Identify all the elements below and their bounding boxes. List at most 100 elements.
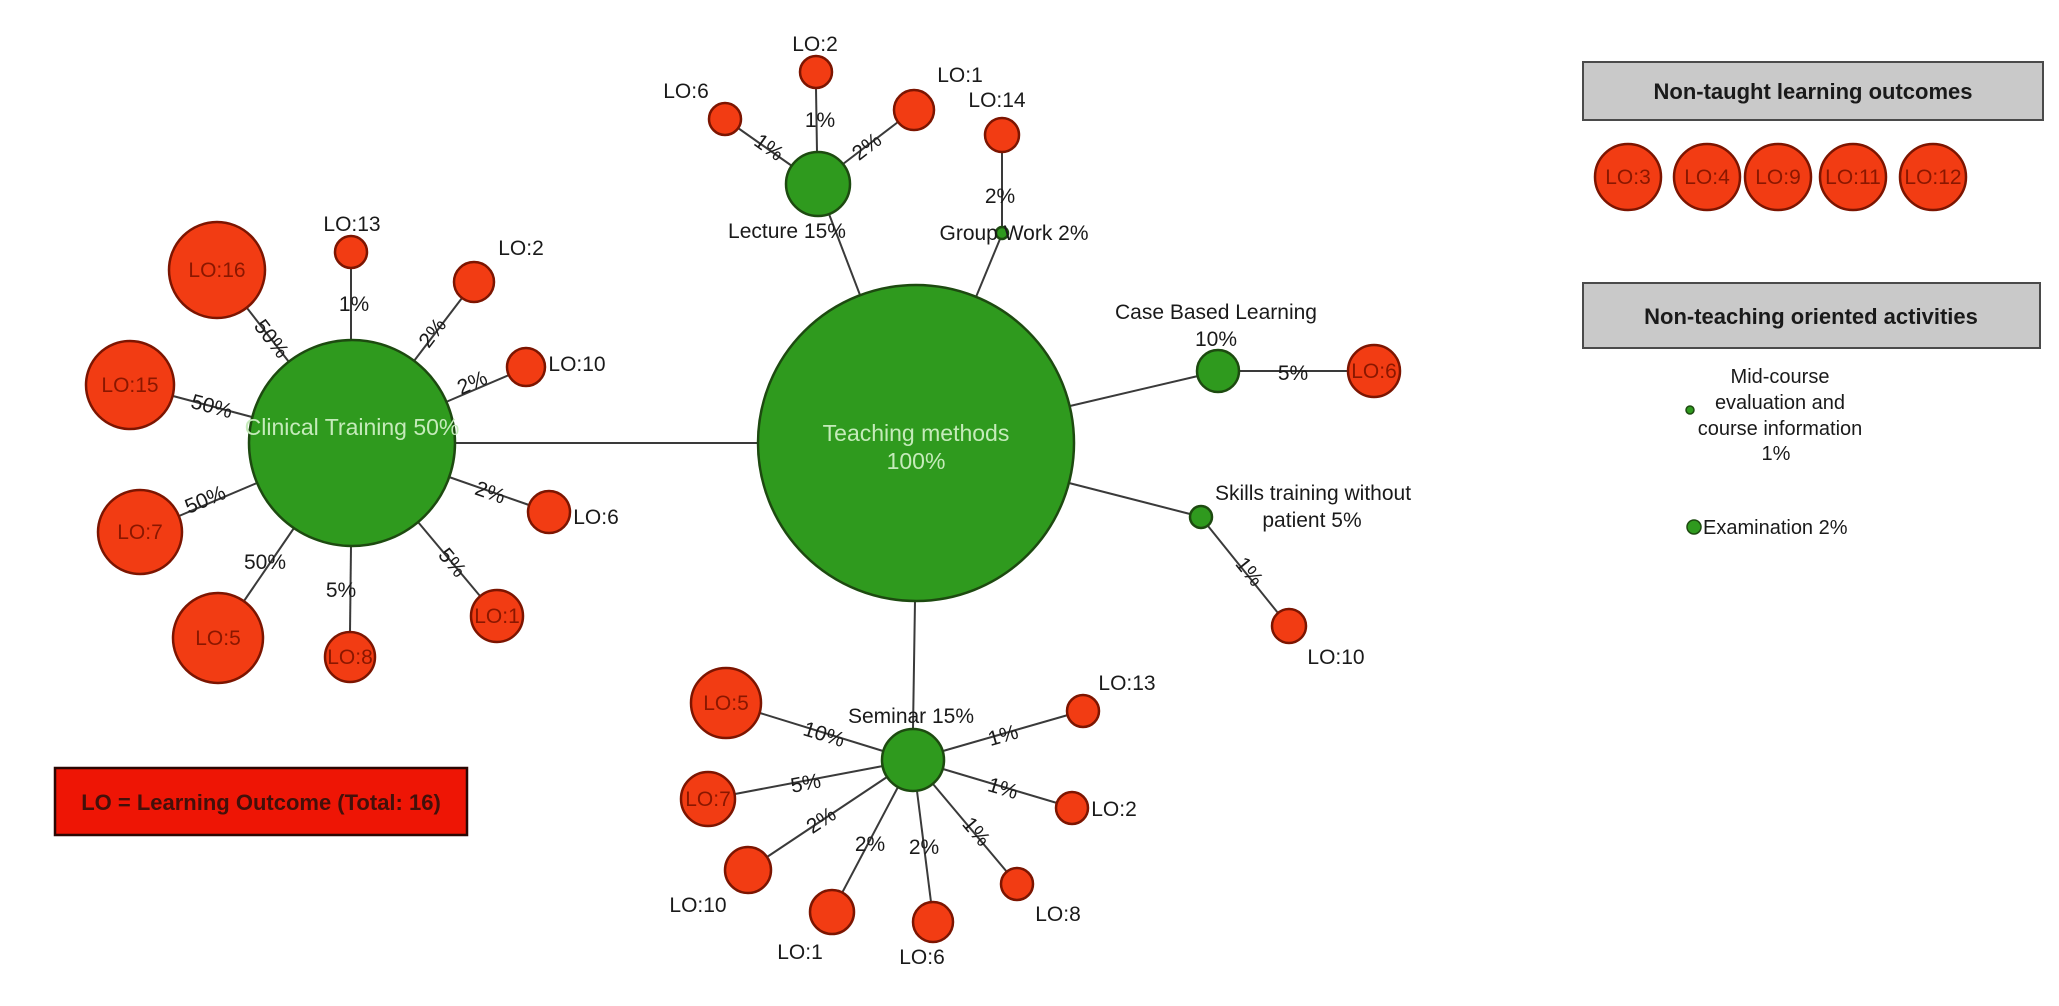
- node-teaching-methods: [756, 283, 1076, 603]
- node-label-group-work: Group Work 2%: [940, 222, 1089, 245]
- edge-seminar-lo8: [932, 783, 1008, 873]
- node-ct-lo8: [323, 630, 377, 684]
- edge-seminar-lo5: [759, 712, 884, 752]
- node-label-skills-training: Skills training without: [1215, 482, 1411, 505]
- node-ct-lo16: [167, 220, 267, 320]
- edge-label-clinical-lo1: 5%: [433, 544, 470, 582]
- edge-clinical-lo2: [413, 297, 463, 362]
- edge-label-clinical-lo13: 1%: [339, 293, 369, 316]
- note-legend: LO = Learning Outcome (Total: 16): [53, 766, 469, 837]
- node-seminar: [880, 727, 946, 793]
- node-label-ct-lo10: LO:10: [548, 353, 605, 376]
- node-lec-lo2: [798, 54, 834, 90]
- midcourse-line-3: course information: [1698, 418, 1863, 440]
- edge-seminar-lo6: [916, 790, 932, 903]
- midcourse-line-1: Mid-course: [1731, 366, 1830, 388]
- non-taught-header-title: Non-taught learning outcomes: [1654, 79, 1973, 104]
- node-label-case-based-learning-1: 10%: [1195, 328, 1237, 351]
- edge-clinical-lo10: [445, 374, 510, 403]
- node-label-lecture: Lecture 15%: [728, 220, 846, 243]
- edge-label-groupwork-lo14: 2%: [985, 185, 1015, 208]
- note-box: [53, 766, 469, 837]
- legend-outcome-lo3: [1593, 142, 1663, 212]
- node-ct-lo6: [526, 489, 572, 535]
- node-ct-lo7: [96, 488, 184, 576]
- node-lec-lo6: [707, 101, 743, 137]
- edge-label-clinical-lo8: 5%: [326, 579, 356, 602]
- examination-dot-icon: [1686, 519, 1702, 535]
- node-label-clinical-training: Clinical Training 50%: [245, 414, 460, 440]
- node-label-lec-lo2: LO:2: [792, 33, 838, 56]
- edge-lecture-lo1: [842, 121, 899, 165]
- edge-label-seminar-lo6: 2%: [909, 836, 939, 859]
- edge-clinical-lo7: [178, 482, 258, 517]
- edge-label-seminar-lo13: 1%: [985, 720, 1021, 751]
- note-text: LO = Learning Outcome (Total: 16): [81, 790, 441, 815]
- node-label-ct-lo15: LO:15: [101, 374, 158, 397]
- node-clinical-training: [247, 338, 457, 548]
- midcourse-dot-icon: [1685, 405, 1695, 415]
- non-taught-header-box: [1582, 61, 2044, 121]
- edge-seminar-lo2: [942, 768, 1058, 804]
- midcourse-percent: 1%: [1762, 443, 1791, 465]
- node-label-skills-training-1: patient 5%: [1262, 509, 1361, 532]
- node-label-ct-lo2: LO:2: [498, 237, 544, 260]
- node-label-lec-lo1: LO:1: [937, 64, 983, 87]
- legend-outcome-label-lo3: LO:3: [1605, 166, 1651, 189]
- edge-teaching-skills: [1068, 482, 1191, 515]
- edge-label-seminar-lo2: 1%: [985, 773, 1021, 804]
- legend-outcome-label-lo11: LO:11: [1825, 166, 1881, 189]
- node-label-ct-lo6: LO:6: [573, 506, 619, 529]
- node-label-ct-lo13: LO:13: [323, 213, 380, 236]
- edge-clinical-lo16: [246, 307, 290, 363]
- node-cbl-lo6: [1346, 343, 1402, 399]
- legend-outcome-lo4: [1672, 142, 1742, 212]
- legend-outcome-lo12: [1898, 142, 1968, 212]
- edge-label-cbl-lo6: 5%: [1278, 362, 1308, 385]
- node-ct-lo15: [84, 339, 176, 431]
- node-gw-lo14: [983, 116, 1021, 154]
- node-label-ct-lo5: LO:5: [195, 627, 241, 650]
- edge-label-seminar-lo10: 2%: [802, 803, 840, 839]
- edge-clinical-lo5: [243, 527, 295, 602]
- edge-clinical-lo15: [172, 395, 253, 418]
- edge-clinical-lo6: [448, 476, 530, 506]
- edge-label-skills-lo10: 1%: [1231, 553, 1268, 591]
- node-label-sem-lo7: LO:7: [685, 788, 731, 811]
- edge-label-lecture-lo1: 2%: [848, 128, 886, 165]
- node-label-seminar: Seminar 15%: [848, 705, 974, 728]
- node-sem-lo2: [1054, 790, 1090, 826]
- node-sem-lo5: [689, 666, 763, 740]
- node-label-ct-lo16: LO:16: [188, 259, 245, 282]
- examination-label: Examination 2%: [1703, 517, 1848, 539]
- edge-teaching-groupwork: [975, 238, 1001, 298]
- node-ct-lo13: [333, 234, 369, 270]
- edge-lecture-lo6: [737, 127, 793, 167]
- node-sem-lo7: [679, 770, 737, 828]
- non-taught-outcome-circles: LO:3 LO:4 LO:9 LO:11 LO:12: [1593, 142, 1968, 212]
- node-label-st-lo10: LO:10: [1307, 646, 1364, 669]
- node-label-gw-lo14: LO:14: [968, 89, 1026, 112]
- node-label-teaching-methods-1: 100%: [887, 448, 946, 474]
- edge-label-seminar-lo5: 10%: [800, 718, 847, 752]
- legend-non-taught: Non-taught learning outcomes LO:3 LO:4 LO:…: [1582, 61, 2044, 212]
- node-sem-lo6: [911, 900, 955, 944]
- edge-label-clinical-lo7: 50%: [182, 481, 230, 519]
- edge-seminar-lo7: [734, 765, 884, 795]
- legend-outcome-label-lo12: LO:12: [1904, 166, 1961, 189]
- node-case-based-learning: [1195, 348, 1241, 394]
- node-label-sem-lo5: LO:5: [703, 692, 749, 715]
- node-label-sem-lo13: LO:13: [1098, 672, 1155, 695]
- edge-clinical-lo1: [417, 521, 481, 597]
- node-label-ct-lo1: LO:1: [474, 605, 520, 628]
- node-label-sem-lo2: LO:2: [1091, 798, 1137, 821]
- node-group-work: [994, 225, 1010, 241]
- node-st-lo10: [1270, 607, 1308, 645]
- legend-outcome-label-lo4: LO:4: [1684, 166, 1730, 189]
- non-teaching-header-box: [1582, 282, 2041, 349]
- edge-label-clinical-lo6: 2%: [472, 477, 508, 509]
- edge-label-seminar-lo7: 5%: [789, 769, 823, 797]
- legend-outcome-lo9: [1743, 142, 1813, 212]
- node-label-sem-lo10: LO:10: [669, 894, 726, 917]
